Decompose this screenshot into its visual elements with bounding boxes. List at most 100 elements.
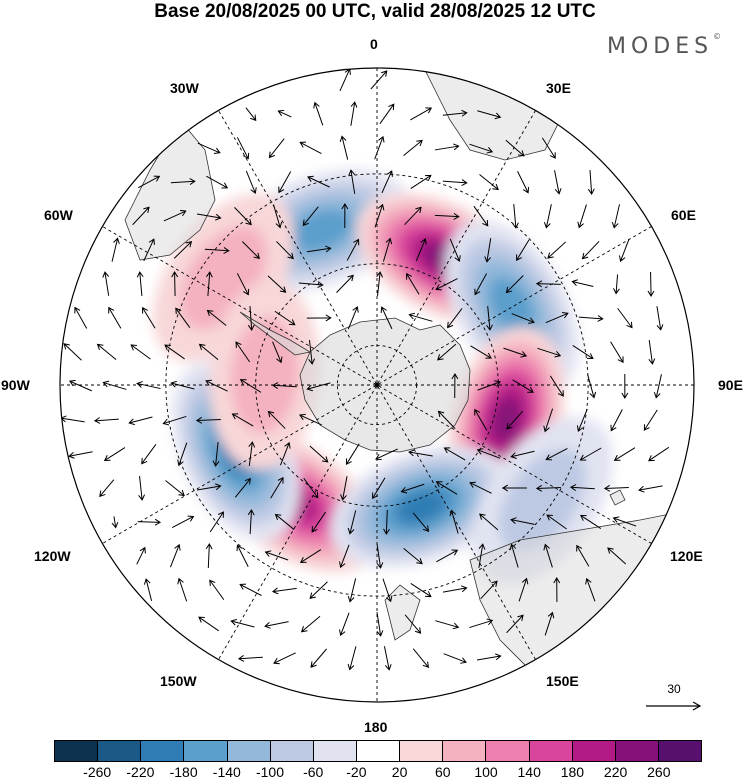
wind-arrow [370, 70, 388, 90]
wind-arrow [506, 614, 524, 634]
wind-arrow [382, 578, 393, 603]
wind-arrow [611, 204, 620, 229]
wind-arrow [403, 139, 423, 156]
wind-arrow [535, 484, 561, 492]
colorbar-tick-label: -20 [346, 764, 367, 780]
wind-arrow [165, 480, 185, 497]
wind-arrow [442, 109, 468, 117]
wind-arrow [306, 314, 332, 322]
wind-arrow [236, 137, 250, 160]
wind-arrow [299, 413, 322, 426]
wind-arrow [545, 447, 568, 461]
wind-arrow [512, 204, 519, 229]
wind-arrow [347, 305, 359, 330]
anomaly-contour [230, 316, 299, 434]
colorbar-swatch [141, 741, 185, 761]
wind-arrow [449, 509, 459, 534]
wind-arrow [93, 417, 119, 424]
wind-arrow [505, 139, 525, 157]
wind-arrow [474, 273, 488, 296]
wind-arrow [298, 281, 324, 289]
wind-arrow [435, 278, 458, 291]
wind-arrow [198, 616, 219, 632]
wind-arrow [610, 341, 624, 364]
kerguelen-island [609, 489, 626, 506]
wind-arrow [512, 379, 534, 393]
wind-arrow [434, 143, 460, 151]
wind-arrow [638, 485, 663, 493]
wind-arrow [579, 514, 602, 530]
colorbar-swatch [529, 741, 573, 761]
wind-arrow [170, 380, 195, 390]
wind-arrow [412, 648, 430, 669]
wind-arrow [603, 484, 629, 492]
wind-arrow [372, 477, 386, 500]
colorbar-tick-label: -100 [255, 764, 285, 780]
wind-arrow [543, 204, 552, 229]
anomaly-contour [492, 397, 521, 443]
wind-arrow [247, 509, 255, 535]
wind-arrow [137, 518, 162, 526]
wind-arrow [248, 441, 256, 466]
wind-arrow [270, 476, 284, 499]
wind-arrow [376, 544, 384, 569]
wind-arrow [510, 450, 535, 459]
wind-arrow [206, 175, 229, 189]
wind-arrow [404, 206, 422, 226]
colorbar-tick-label: 220 [603, 764, 628, 780]
brand-logo: MODES© [607, 32, 721, 59]
wind-arrow [382, 237, 393, 262]
wind-arrow [537, 347, 562, 358]
wind-arrow [103, 447, 126, 461]
wind-arrow [374, 203, 385, 228]
wind-arrow [111, 237, 120, 262]
wind-arrow [476, 653, 502, 661]
colorbar-swatch [227, 741, 271, 761]
colorbar-swatch [184, 741, 228, 761]
wind-arrow [415, 238, 427, 262]
wind-arrow [143, 238, 155, 262]
colorbar-swatch [615, 741, 659, 761]
wind-arrow [469, 481, 492, 494]
wind-arrow [406, 272, 420, 295]
wind-arrow [195, 416, 221, 424]
lon-label-30w: 30W [170, 80, 199, 96]
colorbar-tick-label: -260 [83, 764, 112, 780]
brand-name: MODES [607, 34, 714, 59]
wind-arrow [278, 171, 292, 194]
wind-arrow [234, 207, 252, 226]
wind-arrow [643, 409, 658, 431]
wind-arrow [231, 413, 254, 427]
wind-arrow [340, 476, 348, 501]
colorbar-swatch [486, 741, 530, 761]
graticule [60, 68, 694, 702]
wind-arrow [435, 620, 460, 630]
wind-arrow [543, 408, 554, 433]
colorbar-tick-label: -60 [303, 764, 324, 780]
wind-arrow [247, 305, 255, 331]
wind-arrow [230, 618, 255, 628]
wind-arrow [511, 313, 535, 324]
wind-arrow [547, 241, 567, 259]
wind-arrow [68, 379, 92, 392]
lon-label-90w: 90W [1, 377, 30, 393]
wind-arrow [264, 550, 289, 561]
lon-label-30e: 30E [546, 80, 571, 96]
wind-arrow [404, 614, 422, 634]
wind-arrow [549, 375, 564, 397]
wind-arrow [350, 101, 358, 126]
wind-arrow [410, 174, 432, 189]
wind-arrow [436, 549, 459, 563]
wind-arrow [274, 310, 296, 326]
wind-arrow [136, 271, 144, 296]
wind-arrow [451, 373, 459, 399]
wind-arrow [102, 271, 110, 296]
wind-arrow [196, 213, 222, 221]
wind-arrow [617, 308, 633, 329]
wind-arrow [375, 448, 398, 461]
wind-arrow [443, 447, 466, 461]
lon-label-60e: 60E [671, 207, 696, 223]
wind-arrow [516, 239, 530, 262]
wind-arrow [171, 515, 195, 529]
wind-arrow [164, 344, 185, 360]
